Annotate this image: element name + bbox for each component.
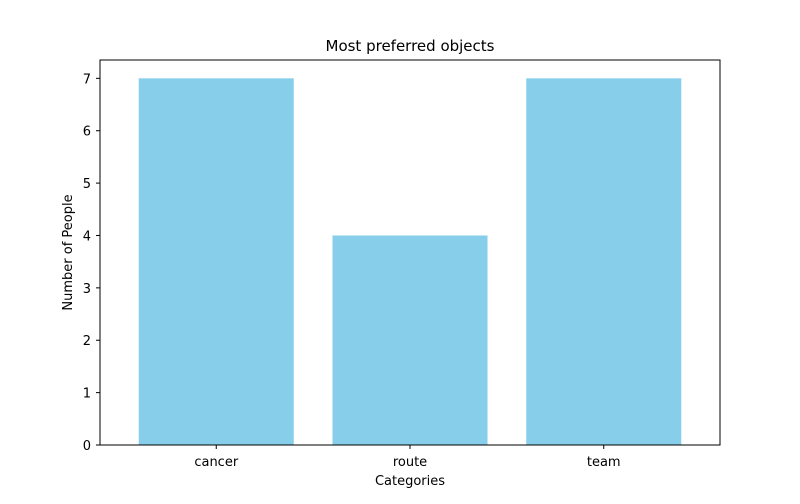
y-tick-label: 5	[83, 177, 91, 192]
chart-title: Most preferred objects	[326, 37, 495, 55]
x-tick-label: team	[587, 455, 621, 470]
y-tick-label: 2	[83, 334, 91, 349]
y-axis-label: Number of People	[61, 194, 76, 310]
y-tick-label: 3	[83, 282, 91, 297]
y-tick-label: 1	[83, 387, 91, 402]
x-axis-label: Categories	[375, 474, 445, 489]
y-tick-label: 7	[83, 72, 91, 87]
y-tick-label: 0	[83, 439, 91, 454]
x-tick-label: route	[393, 455, 427, 470]
bar-team	[526, 78, 682, 445]
bar-route	[332, 235, 488, 445]
y-axis-ticks: 0 1 2 3 4 5 6 7	[83, 72, 100, 454]
x-tick-label: cancer	[194, 455, 238, 470]
bar-cancer	[138, 78, 294, 445]
x-axis-ticks: cancer route team	[194, 445, 621, 470]
bars-layer	[138, 78, 682, 445]
y-tick-label: 6	[83, 125, 91, 140]
y-tick-label: 4	[83, 229, 91, 244]
